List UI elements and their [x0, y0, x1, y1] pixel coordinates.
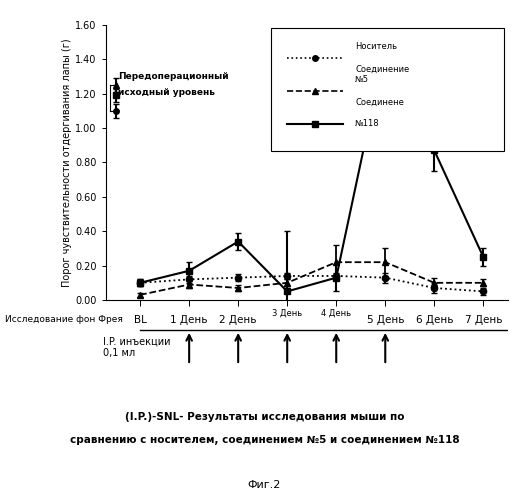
Text: BL: BL — [134, 315, 147, 325]
Text: Передоперационный: Передоперационный — [118, 72, 229, 81]
Text: Фиг.2: Фиг.2 — [248, 480, 281, 490]
Text: 2 День: 2 День — [220, 315, 257, 325]
FancyBboxPatch shape — [271, 28, 504, 152]
Text: исходный уровень: исходный уровень — [118, 88, 215, 96]
Text: сравнению с носителем, соединением №5 и соединением №118: сравнению с носителем, соединением №5 и … — [70, 435, 459, 445]
Text: 3 День: 3 День — [272, 309, 302, 318]
Text: 4 День: 4 День — [321, 309, 351, 318]
Y-axis label: Порог чувствительности отдергивания лапы (г): Порог чувствительности отдергивания лапы… — [62, 38, 72, 287]
Text: 7 День: 7 День — [464, 315, 502, 325]
Text: №118: №118 — [355, 120, 380, 128]
Text: (I.P.)-SNL- Результаты исследования мыши по: (I.P.)-SNL- Результаты исследования мыши… — [125, 412, 404, 422]
Text: Исследование фон Фрея: Исследование фон Фрея — [5, 315, 123, 324]
Text: 6 День: 6 День — [416, 315, 453, 325]
Text: Соединение: Соединение — [355, 64, 409, 74]
Text: I.P. инъекции
0,1 мл: I.P. инъекции 0,1 мл — [103, 336, 171, 358]
Text: Носитель: Носитель — [355, 42, 397, 51]
Text: №5: №5 — [355, 76, 369, 84]
Text: 1 День: 1 День — [170, 315, 208, 325]
Text: 5 День: 5 День — [367, 315, 404, 325]
Text: Соединене: Соединене — [355, 98, 404, 106]
